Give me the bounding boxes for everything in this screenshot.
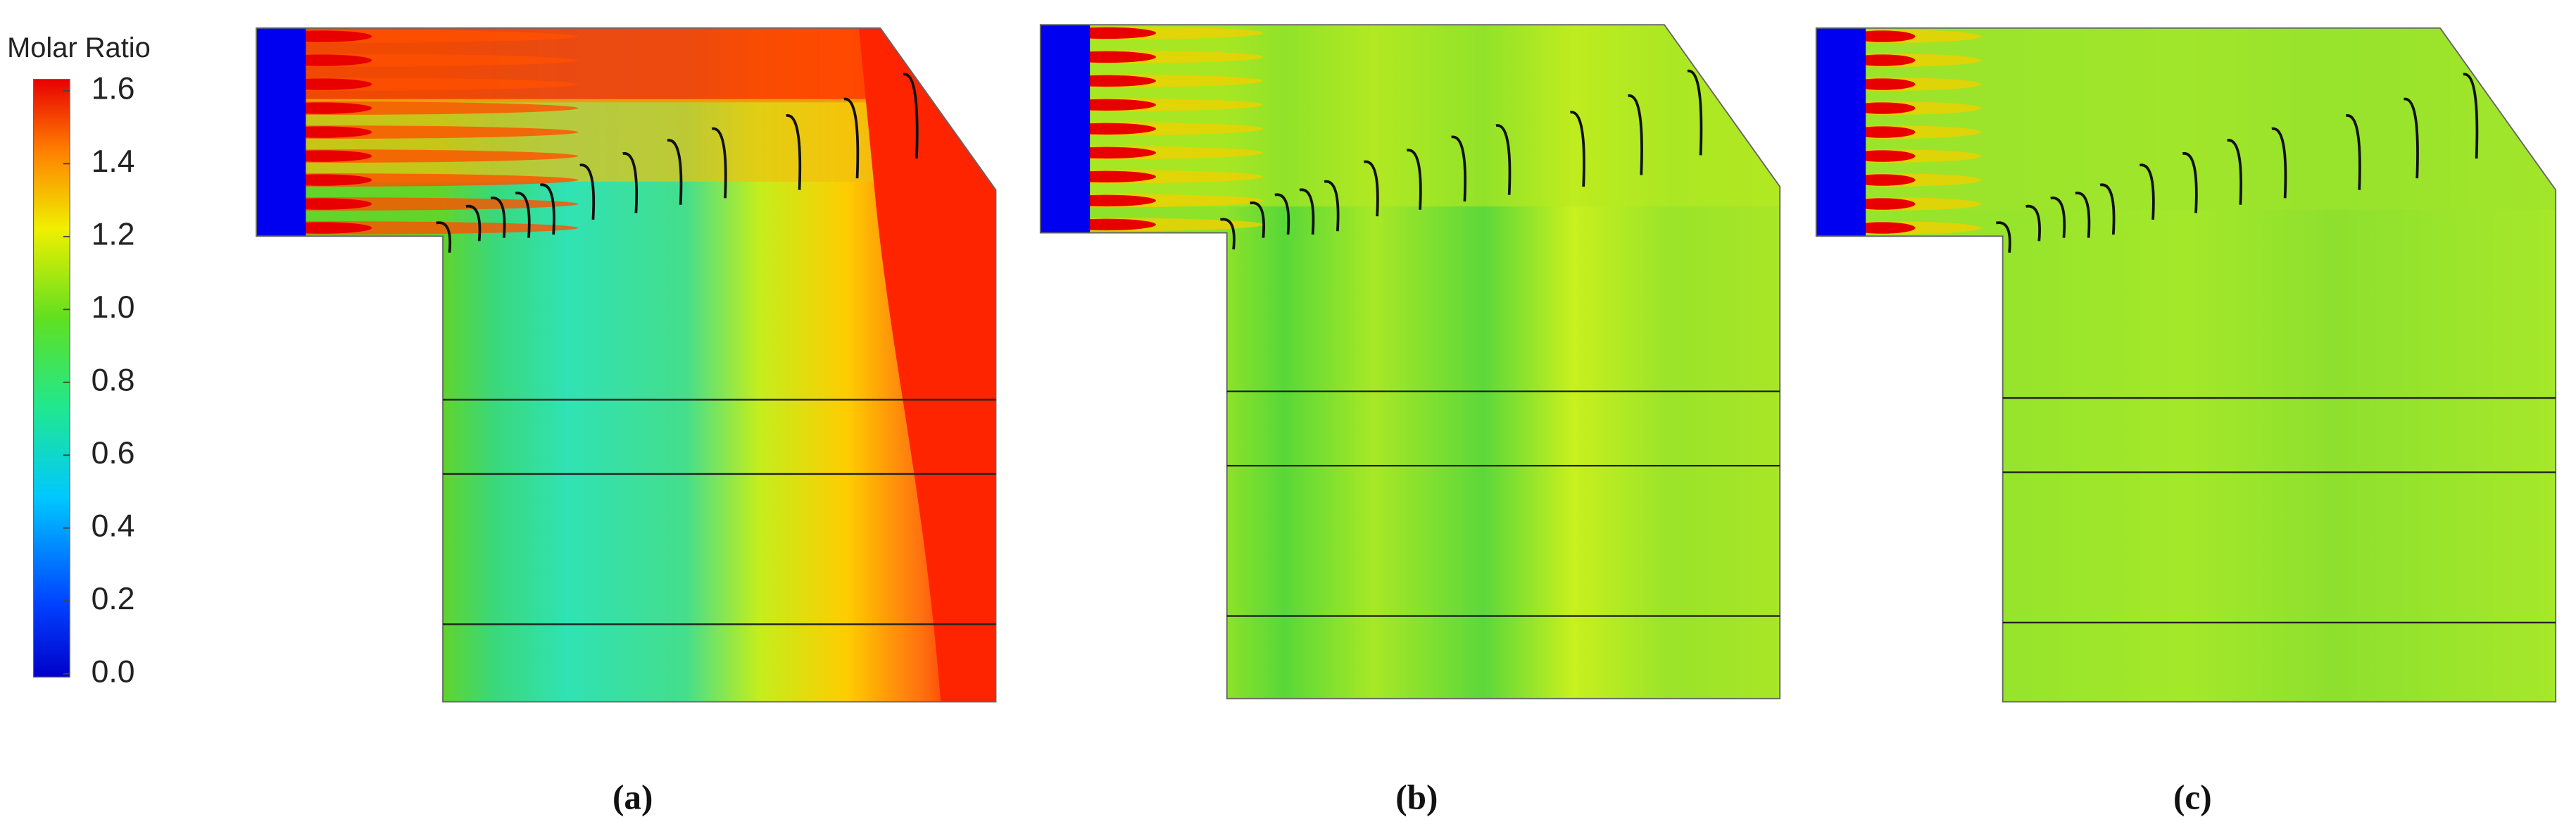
- panel-label: (c): [2173, 778, 2212, 816]
- contour: [1040, 25, 1780, 699]
- jet-core: [1849, 102, 1916, 114]
- panel-label: (b): [1395, 778, 1438, 816]
- colorbar-tick-label: 0.8: [92, 363, 135, 398]
- colorbar-tick-label: 0.6: [92, 436, 135, 470]
- jet-core: [1849, 174, 1916, 186]
- colorbar-tick-label: 0.2: [92, 582, 135, 616]
- jet-core: [1849, 126, 1916, 138]
- domain-outline: [1815, 27, 2557, 703]
- panel: [1815, 27, 2557, 703]
- colorbar-tick-label: 1.2: [92, 218, 135, 252]
- baffle: [540, 183, 555, 235]
- baffle: [2139, 163, 2155, 220]
- domain-outline: [1039, 24, 1781, 699]
- baffle: [903, 73, 919, 159]
- baffle: [1220, 218, 1236, 250]
- inlet: [1040, 25, 1091, 233]
- baffle: [1570, 111, 1585, 187]
- baffle: [2227, 139, 2242, 205]
- colorbar-tick-label: 1.6: [92, 72, 135, 106]
- colorbar-tick-label: 1.0: [92, 290, 135, 325]
- colorbar-title: Molar Ratio: [7, 32, 151, 63]
- baffle: [2346, 114, 2361, 190]
- baffle: [2404, 97, 2419, 179]
- baffle: [711, 127, 727, 199]
- baffle: [2050, 197, 2066, 238]
- domain-outline: [256, 27, 997, 703]
- panels: (a) (b) (c): [256, 24, 2557, 816]
- baffle: [1451, 135, 1467, 202]
- colorbar-ticks: 1.6 1.4 1.2 1.0 0.8 0.6 0.4 0.2 0.0: [63, 72, 135, 689]
- panel: [256, 27, 997, 703]
- panel: [1039, 24, 1781, 699]
- jet-core: [1849, 150, 1916, 162]
- baffle: [1363, 160, 1379, 217]
- colorbar: [33, 78, 70, 678]
- contour: [256, 27, 996, 702]
- baffle: [622, 152, 639, 213]
- baffle: [843, 97, 860, 179]
- baffle: [667, 139, 683, 205]
- inlet: [256, 27, 306, 237]
- baffle: [2271, 127, 2287, 199]
- baffle: [1495, 124, 1512, 195]
- jet-core: [1849, 78, 1916, 90]
- baffle: [1250, 201, 1265, 238]
- baffle: [515, 192, 531, 238]
- baffle: [786, 114, 802, 190]
- jet-core: [1849, 30, 1916, 42]
- jet-core: [1849, 198, 1916, 210]
- baffle: [1324, 180, 1340, 232]
- panel-label: (a): [612, 778, 653, 816]
- baffle: [1687, 69, 1703, 156]
- colorbar-tick-label: 1.4: [92, 144, 135, 179]
- contour: [1816, 27, 2556, 702]
- baffle: [2075, 192, 2091, 238]
- baffle: [1995, 221, 2011, 253]
- baffle: [1406, 149, 1422, 210]
- baffle: [2099, 183, 2116, 235]
- baffle: [436, 221, 452, 253]
- jet-core: [1849, 222, 1916, 234]
- inlet: [1816, 27, 1866, 237]
- colorbar-tick-label: 0.4: [92, 509, 135, 543]
- baffle: [1274, 193, 1290, 235]
- baffle: [2463, 73, 2479, 159]
- contour-band: [858, 27, 996, 702]
- baffle: [2025, 204, 2041, 242]
- baffle: [1299, 188, 1315, 235]
- colorbar-tick-label: 0.0: [92, 654, 135, 689]
- jet-core: [1849, 54, 1916, 66]
- baffle: [490, 197, 506, 238]
- baffle: [465, 204, 482, 242]
- baffle: [2182, 152, 2198, 213]
- baffle: [1628, 94, 1643, 175]
- baffle: [579, 163, 596, 220]
